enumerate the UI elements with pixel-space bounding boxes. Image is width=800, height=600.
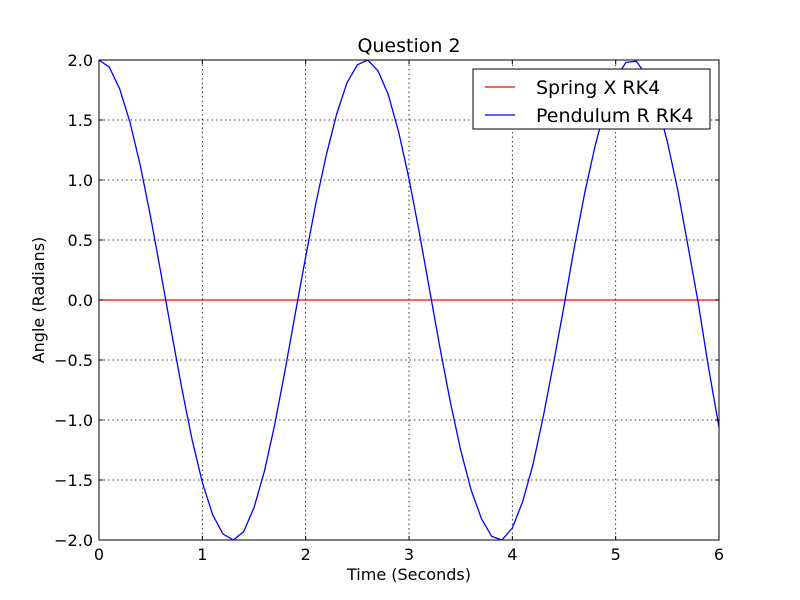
legend-label-2: Pendulum R RK4: [536, 105, 693, 127]
x-tick-label: 5: [611, 545, 621, 564]
y-tick-label: −1.0: [54, 411, 93, 430]
y-tick-label: −0.5: [54, 351, 93, 370]
y-tick-label: −1.5: [54, 471, 93, 490]
x-tick-label: 2: [301, 545, 311, 564]
axis-ticks: 0 1 2 3 4 5 6 −2.0 −1.5 −1.0 −0.5 0.0 0.5 1.0 1.5 2.0: [54, 51, 724, 564]
x-tick-label: 4: [507, 545, 517, 564]
y-tick-label: 0.5: [68, 231, 93, 250]
legend-label-1: Spring X RK4: [536, 77, 660, 99]
x-tick-label: 3: [404, 545, 414, 564]
y-axis-label: Angle (Radians): [29, 237, 48, 364]
y-tick-label: 1.0: [68, 171, 93, 190]
y-tick-label: 0.0: [68, 291, 93, 310]
x-tick-label: 6: [714, 545, 724, 564]
y-tick-label: 1.5: [68, 111, 93, 130]
chart-title: Question 2: [357, 35, 460, 57]
y-tick-label: 2.0: [68, 51, 93, 70]
x-tick-label: 0: [94, 545, 104, 564]
x-tick-label: 1: [197, 545, 207, 564]
y-tick-label: −2.0: [54, 531, 93, 550]
x-axis-label: Time (Seconds): [346, 565, 471, 584]
legend-box: [472, 68, 711, 130]
legend: Spring X RK4 Pendulum R RK4: [472, 68, 711, 130]
